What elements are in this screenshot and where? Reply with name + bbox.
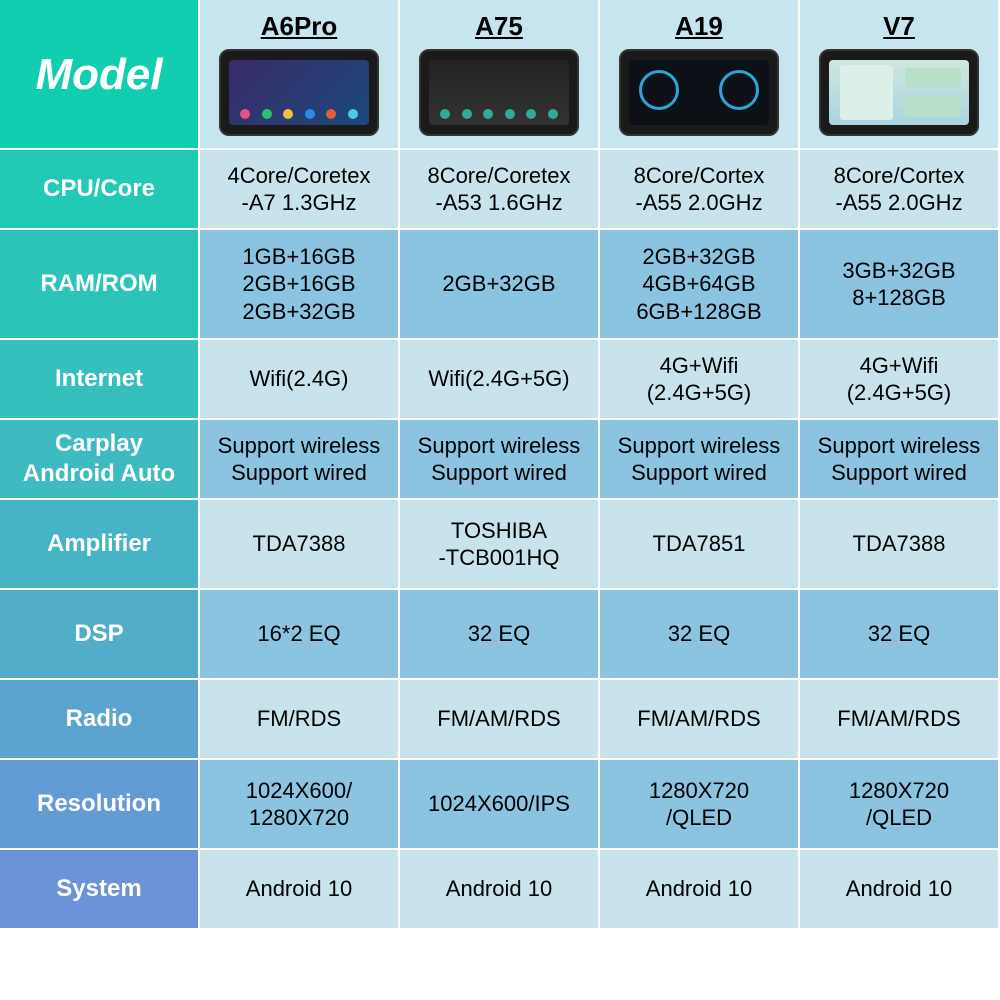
data-cell: 1024X600/1280X720: [200, 760, 400, 850]
header-col-a6pro: A6Pro: [200, 0, 400, 150]
row-label: Internet: [0, 340, 200, 420]
row-label: DSP: [0, 590, 200, 680]
data-cell: 1280X720/QLED: [800, 760, 1000, 850]
data-cell: 4G+Wifi(2.4G+5G): [800, 340, 1000, 420]
product-name: A75: [475, 6, 523, 49]
icons-row: [229, 109, 369, 119]
data-cell: Android 10: [200, 850, 400, 930]
table-row: AmplifierTDA7388TOSHIBA-TCB001HQTDA7851T…: [0, 500, 1000, 590]
header-col-v7: V7: [800, 0, 1000, 150]
product-name: A6Pro: [261, 6, 338, 49]
device-screen: [229, 60, 369, 125]
table-row: RadioFM/RDSFM/AM/RDSFM/AM/RDSFM/AM/RDS: [0, 680, 1000, 760]
data-cell: Android 10: [600, 850, 800, 930]
data-cell: Support wirelessSupport wired: [400, 420, 600, 500]
data-cell: TDA7388: [800, 500, 1000, 590]
row-label: CarplayAndroid Auto: [0, 420, 200, 500]
data-cell: FM/AM/RDS: [400, 680, 600, 760]
header-col-a19: A19: [600, 0, 800, 150]
data-cell: TDA7851: [600, 500, 800, 590]
data-cell: 3GB+32GB8+128GB: [800, 230, 1000, 340]
data-cell: Support wirelessSupport wired: [600, 420, 800, 500]
data-cell: 1GB+16GB2GB+16GB2GB+32GB: [200, 230, 400, 340]
data-cell: 2GB+32GB: [400, 230, 600, 340]
data-cell: TDA7388: [200, 500, 400, 590]
comparison-table: Model A6Pro A75: [0, 0, 1000, 930]
data-cell: 32 EQ: [800, 590, 1000, 680]
data-cell: Support wirelessSupport wired: [800, 420, 1000, 500]
icons-row: [429, 109, 569, 119]
table-row: CarplayAndroid AutoSupport wirelessSuppo…: [0, 420, 1000, 500]
data-cell: Wifi(2.4G+5G): [400, 340, 600, 420]
data-cell: 4G+Wifi(2.4G+5G): [600, 340, 800, 420]
product-name: A19: [675, 6, 723, 49]
device-thumb-a75: [419, 49, 579, 137]
table-row: RAM/ROM1GB+16GB2GB+16GB2GB+32GB2GB+32GB2…: [0, 230, 1000, 340]
data-cell: 4Core/Coretex-A7 1.3GHz: [200, 150, 400, 230]
table-row: SystemAndroid 10Android 10Android 10Andr…: [0, 850, 1000, 930]
row-label: System: [0, 850, 200, 930]
data-cell: Wifi(2.4G): [200, 340, 400, 420]
row-label: Resolution: [0, 760, 200, 850]
header-row: Model A6Pro A75: [0, 0, 1000, 150]
device-thumb-a19: [619, 49, 779, 137]
data-cell: 8Core/Cortex-A55 2.0GHz: [600, 150, 800, 230]
data-cell: Support wirelessSupport wired: [200, 420, 400, 500]
data-cell: TOSHIBA-TCB001HQ: [400, 500, 600, 590]
data-cell: 8Core/Cortex-A55 2.0GHz: [800, 150, 1000, 230]
table-row: DSP16*2 EQ32 EQ32 EQ32 EQ: [0, 590, 1000, 680]
model-label: Model: [0, 0, 200, 150]
row-label: Radio: [0, 680, 200, 760]
device-screen: [829, 60, 969, 125]
header-col-a75: A75: [400, 0, 600, 150]
data-cell: 32 EQ: [400, 590, 600, 680]
row-label: CPU/Core: [0, 150, 200, 230]
table-row: InternetWifi(2.4G)Wifi(2.4G+5G)4G+Wifi(2…: [0, 340, 1000, 420]
data-cell: Android 10: [800, 850, 1000, 930]
device-thumb-v7: [819, 49, 979, 137]
data-cell: Android 10: [400, 850, 600, 930]
data-cell: 1024X600/IPS: [400, 760, 600, 850]
data-cell: FM/AM/RDS: [800, 680, 1000, 760]
table-row: CPU/Core4Core/Coretex-A7 1.3GHz8Core/Cor…: [0, 150, 1000, 230]
data-cell: FM/RDS: [200, 680, 400, 760]
table-row: Resolution1024X600/1280X7201024X600/IPS1…: [0, 760, 1000, 850]
row-label: RAM/ROM: [0, 230, 200, 340]
device-thumb-a6pro: [219, 49, 379, 137]
data-cell: 1280X720/QLED: [600, 760, 800, 850]
data-cell: FM/AM/RDS: [600, 680, 800, 760]
device-screen: [629, 60, 769, 125]
data-cell: 32 EQ: [600, 590, 800, 680]
device-screen: [429, 60, 569, 125]
product-name: V7: [883, 6, 915, 49]
data-cell: 16*2 EQ: [200, 590, 400, 680]
row-label: Amplifier: [0, 500, 200, 590]
data-cell: 8Core/Coretex-A53 1.6GHz: [400, 150, 600, 230]
data-cell: 2GB+32GB4GB+64GB6GB+128GB: [600, 230, 800, 340]
